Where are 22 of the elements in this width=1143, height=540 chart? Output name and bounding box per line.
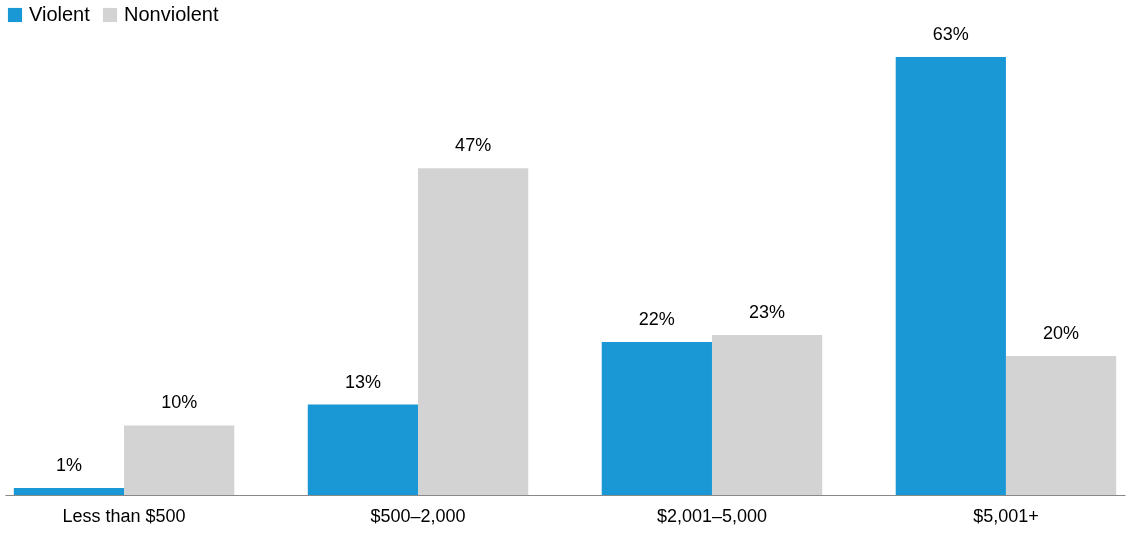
- bar: [13, 488, 125, 495]
- data-label: 1%: [55, 455, 82, 476]
- bar: [601, 342, 712, 495]
- data-label: 63%: [932, 23, 969, 44]
- x-tick-label: $2,001–5,000: [656, 505, 768, 526]
- legend-label: Nonviolent: [124, 3, 219, 25]
- bar: [1005, 355, 1117, 495]
- x-tick-label: $5,001+: [973, 505, 1039, 526]
- x-tick-label: Less than $500: [62, 505, 186, 526]
- bar: [418, 168, 529, 495]
- data-label: 23%: [749, 302, 786, 323]
- data-label: 47%: [455, 135, 492, 156]
- bar: [711, 335, 823, 495]
- data-label: 22%: [638, 309, 675, 330]
- legend-label: Violent: [29, 3, 91, 25]
- bar: [895, 56, 1006, 495]
- data-label: 10%: [161, 392, 198, 413]
- bar: [307, 404, 419, 495]
- data-label: 20%: [1043, 322, 1080, 343]
- bar: [124, 425, 235, 495]
- data-label: 13%: [344, 371, 381, 392]
- x-tick-label: $500–2,000: [370, 505, 466, 526]
